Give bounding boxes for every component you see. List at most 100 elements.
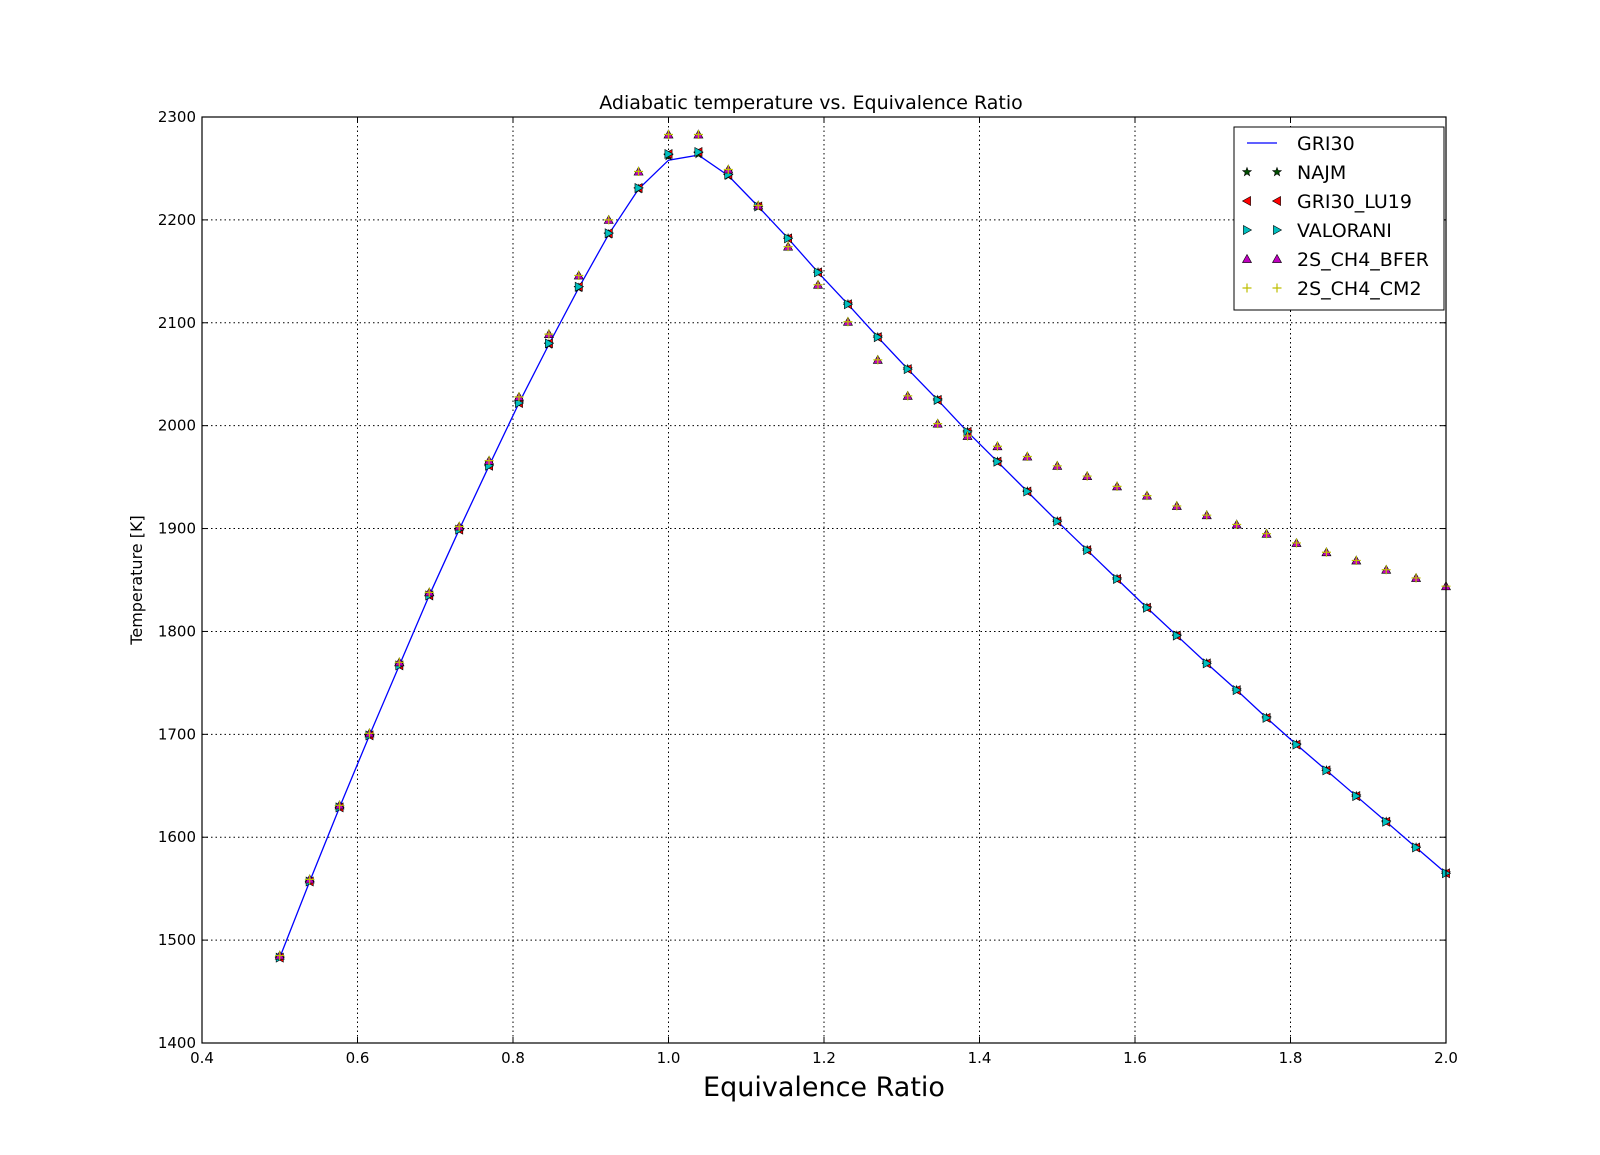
legend-item: NAJM: [1241, 162, 1346, 184]
x-tick-label: 1.6: [1123, 1049, 1147, 1067]
data-point: [1023, 486, 1033, 497]
data-point: [694, 146, 704, 157]
x-tick-label: 1.4: [968, 1049, 992, 1067]
data-point: [1351, 555, 1361, 565]
data-point: [1352, 791, 1362, 802]
data-point: [545, 338, 555, 349]
y-tick-label: 1900: [158, 520, 196, 538]
data-point: [305, 874, 315, 884]
data-point: [992, 441, 1002, 451]
data-point: [604, 228, 614, 239]
data-point: [784, 233, 794, 244]
data-point: [1112, 481, 1122, 491]
data-point: [1411, 573, 1421, 583]
legend-marker-swatch: [1271, 166, 1283, 177]
legend-item: 2S_CH4_CM2: [1242, 278, 1422, 300]
data-point: [1082, 471, 1092, 481]
data-point: [634, 182, 644, 194]
data-point: [693, 129, 703, 139]
data-point: [1322, 765, 1332, 776]
data-point: [723, 164, 733, 174]
legend-marker-swatch: [1241, 195, 1251, 207]
legend-marker-swatch: [1273, 224, 1283, 236]
y-axis-label: Temperature [K]: [127, 515, 146, 645]
data-point: [903, 391, 913, 401]
x-axis-label: Equivalence Ratio: [703, 1072, 945, 1103]
axis-ticks: 0.4 0.6 0.8 1.0 1.2 1.4 1.6 1.8 2.0 1400 1500 1600 1…: [158, 108, 1458, 1067]
data-point: [335, 800, 345, 810]
legend-label: 2S_CH4_CM2: [1297, 278, 1422, 300]
data-point: [664, 129, 673, 139]
legend-label: 2S_CH4_BFER: [1297, 249, 1429, 271]
data-point: [424, 587, 434, 597]
data-point: [814, 267, 824, 278]
data-point: [1381, 565, 1391, 575]
y-tick-label: 2300: [158, 108, 196, 126]
legend-label: GRI30_LU19: [1297, 191, 1412, 213]
data-point: [1113, 573, 1123, 584]
data-point: [1202, 658, 1212, 669]
data-point: [903, 364, 913, 375]
legend-marker-swatch: [1243, 224, 1253, 236]
data-point: [604, 215, 614, 225]
data-point: [1202, 510, 1212, 520]
data-point: [1291, 538, 1301, 548]
y-tick-label: 1700: [158, 725, 196, 743]
data-point: [1172, 501, 1182, 511]
data-point: [394, 657, 404, 667]
legend-marker-swatch: [1271, 195, 1281, 207]
legend-item: GRI30_LU19: [1241, 191, 1412, 213]
data-point: [783, 242, 793, 252]
data-series: [274, 129, 1452, 963]
data-point: [843, 317, 853, 327]
series-line: [279, 154, 1447, 958]
data-point: [933, 394, 943, 405]
data-point: [514, 392, 524, 402]
y-tick-label: 1600: [158, 828, 196, 846]
x-tick-label: 1.8: [1279, 1049, 1303, 1067]
data-point: [574, 270, 584, 280]
data-point: [484, 456, 494, 466]
data-point: [1052, 461, 1062, 471]
series-gri30: [279, 154, 1447, 958]
data-point: [664, 149, 674, 160]
data-point: [1262, 712, 1272, 723]
x-tick-label: 0.4: [190, 1049, 214, 1067]
data-point: [1172, 630, 1182, 641]
legend-item: GRI30: [1247, 133, 1355, 155]
data-point: [1142, 491, 1152, 501]
data-point: [753, 200, 763, 210]
data-point: [634, 167, 644, 177]
data-point: [544, 329, 554, 339]
legend-marker-swatch: [1241, 253, 1253, 263]
data-point: [1232, 685, 1242, 696]
chart-legend: GRI30 NAJM GRI30_LU19 VALORANI 2S_CH4_BFER 2S…: [1233, 126, 1445, 311]
legend-marker-swatch: [1272, 283, 1282, 293]
data-point: [1053, 516, 1063, 527]
data-point: [1382, 816, 1392, 827]
x-tick-label: 0.6: [346, 1049, 370, 1067]
legend-marker-swatch: [1241, 166, 1253, 177]
y-tick-label: 2100: [158, 314, 196, 332]
data-point: [873, 355, 883, 365]
data-point: [574, 281, 584, 292]
legend-item: 2S_CH4_BFER: [1241, 249, 1429, 271]
data-point: [844, 299, 854, 310]
legend-marker-swatch: [1271, 253, 1283, 263]
legend-box: [1233, 126, 1445, 311]
data-point: [1412, 842, 1422, 853]
data-point: [993, 456, 1003, 467]
data-point: [1321, 547, 1331, 557]
data-point: [1143, 602, 1153, 613]
data-point: [933, 419, 943, 429]
legend-label: GRI30: [1297, 133, 1355, 155]
data-point: [963, 431, 973, 441]
x-tick-label: 1.0: [657, 1049, 681, 1067]
legend-label: NAJM: [1297, 162, 1346, 184]
legend-marker-swatch: [1242, 283, 1252, 293]
data-point: [275, 951, 285, 961]
chart-title: Adiabatic temperature vs. Equivalence Ra…: [599, 92, 1023, 114]
data-point: [1022, 452, 1032, 462]
y-tick-label: 1800: [158, 622, 196, 640]
